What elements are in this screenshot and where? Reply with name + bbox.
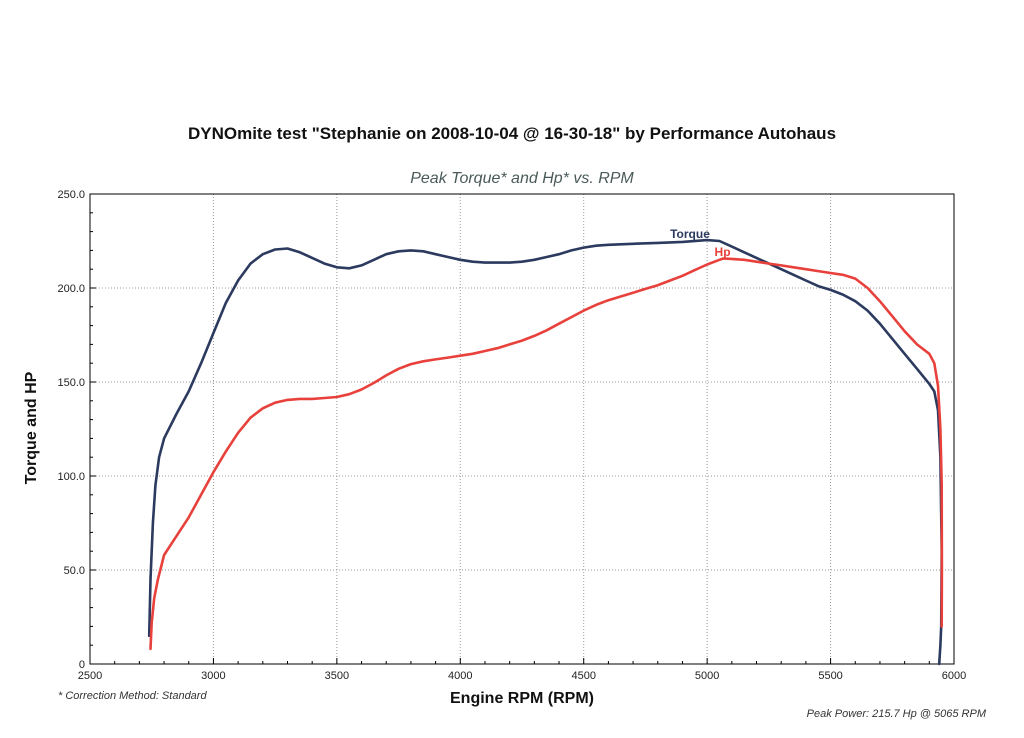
series-label-hp: Hp <box>715 245 731 259</box>
x-tick-label: 5500 <box>818 670 842 682</box>
x-tick-label: 3500 <box>325 670 349 682</box>
x-tick-label: 3000 <box>201 670 225 682</box>
series-line-torque <box>147 238 943 666</box>
correction-note: * Correction Method: Standard <box>58 690 207 702</box>
axis-ticks: 2500 3000 3500 4000 4500 5000 5500 6000 0 50.0 100… <box>57 189 966 682</box>
x-axis-label: Engine RPM (RPM) <box>450 690 594 707</box>
y-tick-label: 100.0 <box>57 471 85 483</box>
y-tick-label: 50.0 <box>64 565 85 577</box>
series-line-hp <box>149 257 944 651</box>
x-tick-label: 5000 <box>695 670 719 682</box>
y-tick-label: 0 <box>79 659 85 671</box>
x-tick-label: 2500 <box>78 670 102 682</box>
y-tick-label: 200.0 <box>57 283 85 295</box>
x-tick-label: 4500 <box>571 670 595 682</box>
chart-subtitle: Peak Torque* and Hp* vs. RPM <box>410 170 634 187</box>
x-tick-label: 6000 <box>942 670 966 682</box>
y-tick-label: 250.0 <box>57 189 85 201</box>
plot-frame <box>89 193 955 665</box>
peak-power-note: Peak Power: 215.7 Hp @ 5065 RPM <box>806 708 986 720</box>
series-label-torque: Torque <box>670 227 710 241</box>
series: Torque Hp <box>147 227 944 666</box>
page-title: DYNOmite test "Stephanie on 2008-10-04 @… <box>187 124 837 143</box>
x-tick-label: 4000 <box>448 670 472 682</box>
y-tick-label: 150.0 <box>57 377 85 389</box>
grid <box>90 194 954 664</box>
